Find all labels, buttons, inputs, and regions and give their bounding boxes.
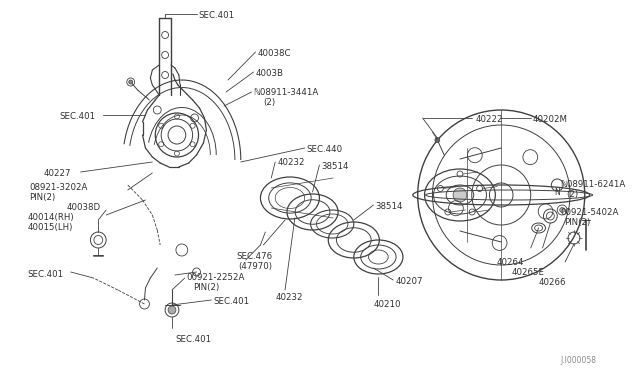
Text: 38514: 38514	[321, 162, 349, 171]
Text: 40038D: 40038D	[67, 203, 101, 212]
Text: SEC.401: SEC.401	[28, 270, 63, 279]
Text: 4003B: 4003B	[255, 69, 284, 78]
Text: 40232: 40232	[277, 158, 305, 167]
Text: 40265E: 40265E	[511, 268, 544, 277]
Text: 40227: 40227	[44, 169, 71, 178]
Text: 00921-2252A: 00921-2252A	[187, 273, 245, 282]
Text: SEC.401: SEC.401	[213, 297, 250, 306]
Text: PIN(2): PIN(2)	[29, 193, 56, 202]
Circle shape	[435, 138, 440, 142]
Text: 40014(RH): 40014(RH)	[28, 213, 74, 222]
Text: SEC.476: SEC.476	[236, 252, 272, 261]
Text: 40038C: 40038C	[257, 49, 291, 58]
Text: (2): (2)	[264, 98, 275, 107]
Circle shape	[453, 188, 467, 202]
Text: (47970): (47970)	[238, 262, 272, 271]
Circle shape	[560, 208, 564, 212]
Text: PIN(2): PIN(2)	[193, 283, 219, 292]
Text: 08921-3202A: 08921-3202A	[29, 183, 88, 192]
Text: 40264: 40264	[497, 258, 524, 267]
Text: 40232: 40232	[275, 293, 303, 302]
Text: SEC.440: SEC.440	[307, 145, 343, 154]
Text: PIN(2): PIN(2)	[564, 218, 590, 227]
Text: SEC.401: SEC.401	[59, 112, 95, 121]
Text: 38514: 38514	[376, 202, 403, 211]
Text: 40222: 40222	[476, 115, 503, 124]
Text: ℕ08911-3441A: ℕ08911-3441A	[253, 88, 319, 97]
Text: SEC.401: SEC.401	[175, 335, 211, 344]
Text: 40207: 40207	[395, 277, 422, 286]
Text: 40015(LH): 40015(LH)	[28, 223, 73, 232]
Text: 40202M: 40202M	[532, 115, 568, 124]
Text: N: N	[554, 188, 560, 197]
Text: 40210: 40210	[374, 300, 401, 309]
Text: (2): (2)	[566, 190, 578, 199]
Text: 40266: 40266	[539, 278, 566, 287]
Text: SEC.401: SEC.401	[198, 11, 235, 20]
Text: ℕ08911-6241A: ℕ08911-6241A	[560, 180, 625, 189]
Text: 00921-5402A: 00921-5402A	[560, 208, 619, 217]
Text: J.I000058: J.I000058	[560, 356, 596, 365]
Circle shape	[129, 80, 132, 84]
Circle shape	[168, 306, 176, 314]
